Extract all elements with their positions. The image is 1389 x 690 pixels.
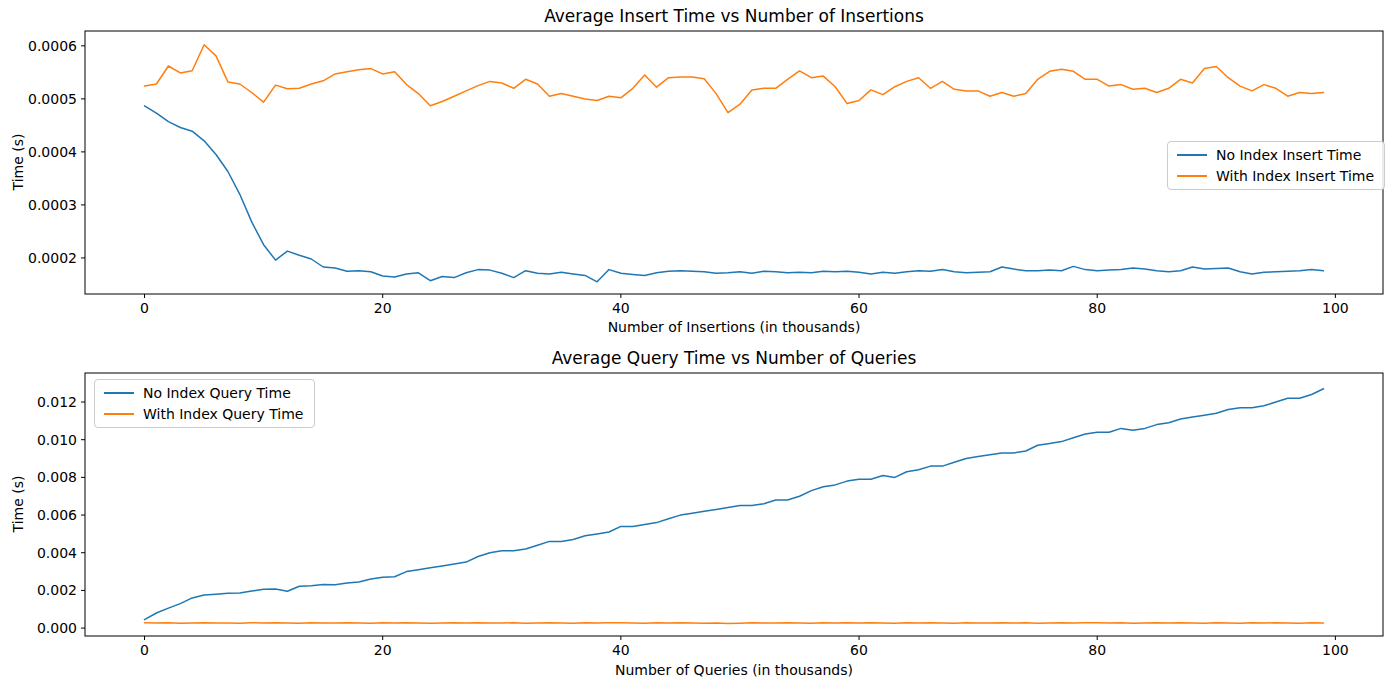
figure: 0 20 40 60 80 100 0.0002 0.0003 0.0004 0.0005 0.00… (0, 0, 1389, 690)
series-line (145, 45, 1324, 113)
x-tick-label: 60 (850, 642, 868, 658)
legend-label: No Index Insert Time (1216, 147, 1361, 163)
legend-label: With Index Query Time (143, 406, 304, 422)
x-tick-label: 100 (1322, 300, 1349, 316)
query-chart-ylabel: Time (s) (10, 476, 26, 533)
legend-item: With Index Query Time (104, 406, 304, 422)
y-tick-label: 0.012 (37, 394, 77, 410)
y-tick-label: 0.0006 (28, 38, 77, 54)
y-tick-label: 0.0002 (28, 250, 77, 266)
y-tick-label: 0.004 (37, 545, 77, 561)
y-tick-label: 0.006 (37, 507, 77, 523)
y-tick-label: 0.0003 (28, 197, 77, 213)
query-chart-title: Average Query Time vs Number of Queries (85, 348, 1383, 368)
x-tick-label: 80 (1088, 300, 1106, 316)
orange-line-swatch (104, 413, 134, 415)
y-tick-label: 0.0004 (28, 144, 77, 160)
x-tick-label: 0 (140, 642, 149, 658)
series-line (145, 106, 1324, 282)
x-tick-label: 40 (612, 300, 630, 316)
orange-line-swatch (1177, 175, 1207, 177)
legend-item: No Index Insert Time (1177, 147, 1374, 163)
x-tick-label: 20 (374, 642, 392, 658)
query-chart-xlabel: Number of Queries (in thousands) (85, 662, 1383, 679)
x-tick-label: 0 (140, 300, 149, 316)
x-tick-label: 20 (374, 300, 392, 316)
legend-item: With Index Insert Time (1177, 168, 1374, 184)
insert-chart-xlabel: Number of Insertions (in thousands) (85, 319, 1383, 336)
blue-line-swatch (104, 392, 134, 394)
series-line (145, 389, 1324, 620)
x-tick-label: 80 (1088, 642, 1106, 658)
y-tick-label: 0.0005 (28, 91, 77, 107)
legend-label: No Index Query Time (143, 385, 291, 401)
legend-item: No Index Query Time (104, 385, 304, 401)
insert-chart-title: Average Insert Time vs Number of Inserti… (85, 6, 1383, 26)
y-tick-label: 0.010 (37, 432, 77, 448)
query-chart-legend: No Index Query Time With Index Query Tim… (94, 379, 315, 428)
y-tick-label: 0.008 (37, 469, 77, 485)
x-tick-label: 40 (612, 642, 630, 658)
legend-label: With Index Insert Time (1216, 168, 1374, 184)
blue-line-swatch (1177, 154, 1207, 156)
y-tick-label: 0.000 (37, 620, 77, 636)
insert-chart-ylabel: Time (s) (10, 134, 26, 191)
x-tick-label: 100 (1322, 642, 1349, 658)
y-tick-label: 0.002 (37, 582, 77, 598)
insert-chart-legend: No Index Insert Time With Index Insert T… (1167, 141, 1385, 190)
series-line (145, 623, 1324, 624)
x-tick-label: 60 (850, 300, 868, 316)
charts-canvas: 0 20 40 60 80 100 0.0002 0.0003 0.0004 0.0005 0.00… (0, 0, 1389, 690)
